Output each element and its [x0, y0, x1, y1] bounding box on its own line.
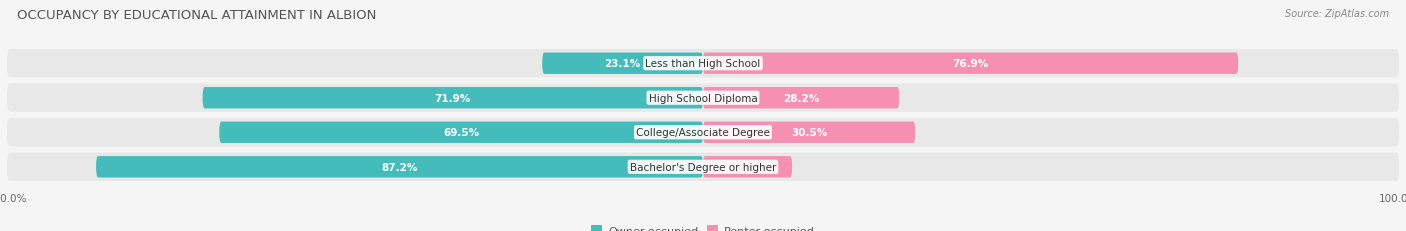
Text: Less than High School: Less than High School: [645, 59, 761, 69]
Text: Source: ZipAtlas.com: Source: ZipAtlas.com: [1285, 9, 1389, 19]
Legend: Owner-occupied, Renter-occupied: Owner-occupied, Renter-occupied: [586, 221, 820, 231]
FancyBboxPatch shape: [543, 53, 703, 75]
Text: 71.9%: 71.9%: [434, 93, 471, 103]
FancyBboxPatch shape: [703, 88, 900, 109]
Text: 28.2%: 28.2%: [783, 93, 820, 103]
FancyBboxPatch shape: [703, 122, 915, 143]
Text: 87.2%: 87.2%: [381, 162, 418, 172]
Text: 23.1%: 23.1%: [605, 59, 641, 69]
FancyBboxPatch shape: [7, 119, 1399, 147]
Text: High School Diploma: High School Diploma: [648, 93, 758, 103]
Text: College/Associate Degree: College/Associate Degree: [636, 128, 770, 138]
Text: 69.5%: 69.5%: [443, 128, 479, 138]
Text: 76.9%: 76.9%: [952, 59, 988, 69]
FancyBboxPatch shape: [7, 84, 1399, 112]
FancyBboxPatch shape: [96, 156, 703, 178]
FancyBboxPatch shape: [202, 88, 703, 109]
Text: 30.5%: 30.5%: [792, 128, 827, 138]
FancyBboxPatch shape: [7, 153, 1399, 181]
FancyBboxPatch shape: [7, 50, 1399, 78]
FancyBboxPatch shape: [219, 122, 703, 143]
Text: OCCUPANCY BY EDUCATIONAL ATTAINMENT IN ALBION: OCCUPANCY BY EDUCATIONAL ATTAINMENT IN A…: [17, 9, 377, 22]
Text: 12.8%: 12.8%: [730, 162, 766, 172]
FancyBboxPatch shape: [703, 53, 1239, 75]
Text: Bachelor's Degree or higher: Bachelor's Degree or higher: [630, 162, 776, 172]
FancyBboxPatch shape: [703, 156, 792, 178]
